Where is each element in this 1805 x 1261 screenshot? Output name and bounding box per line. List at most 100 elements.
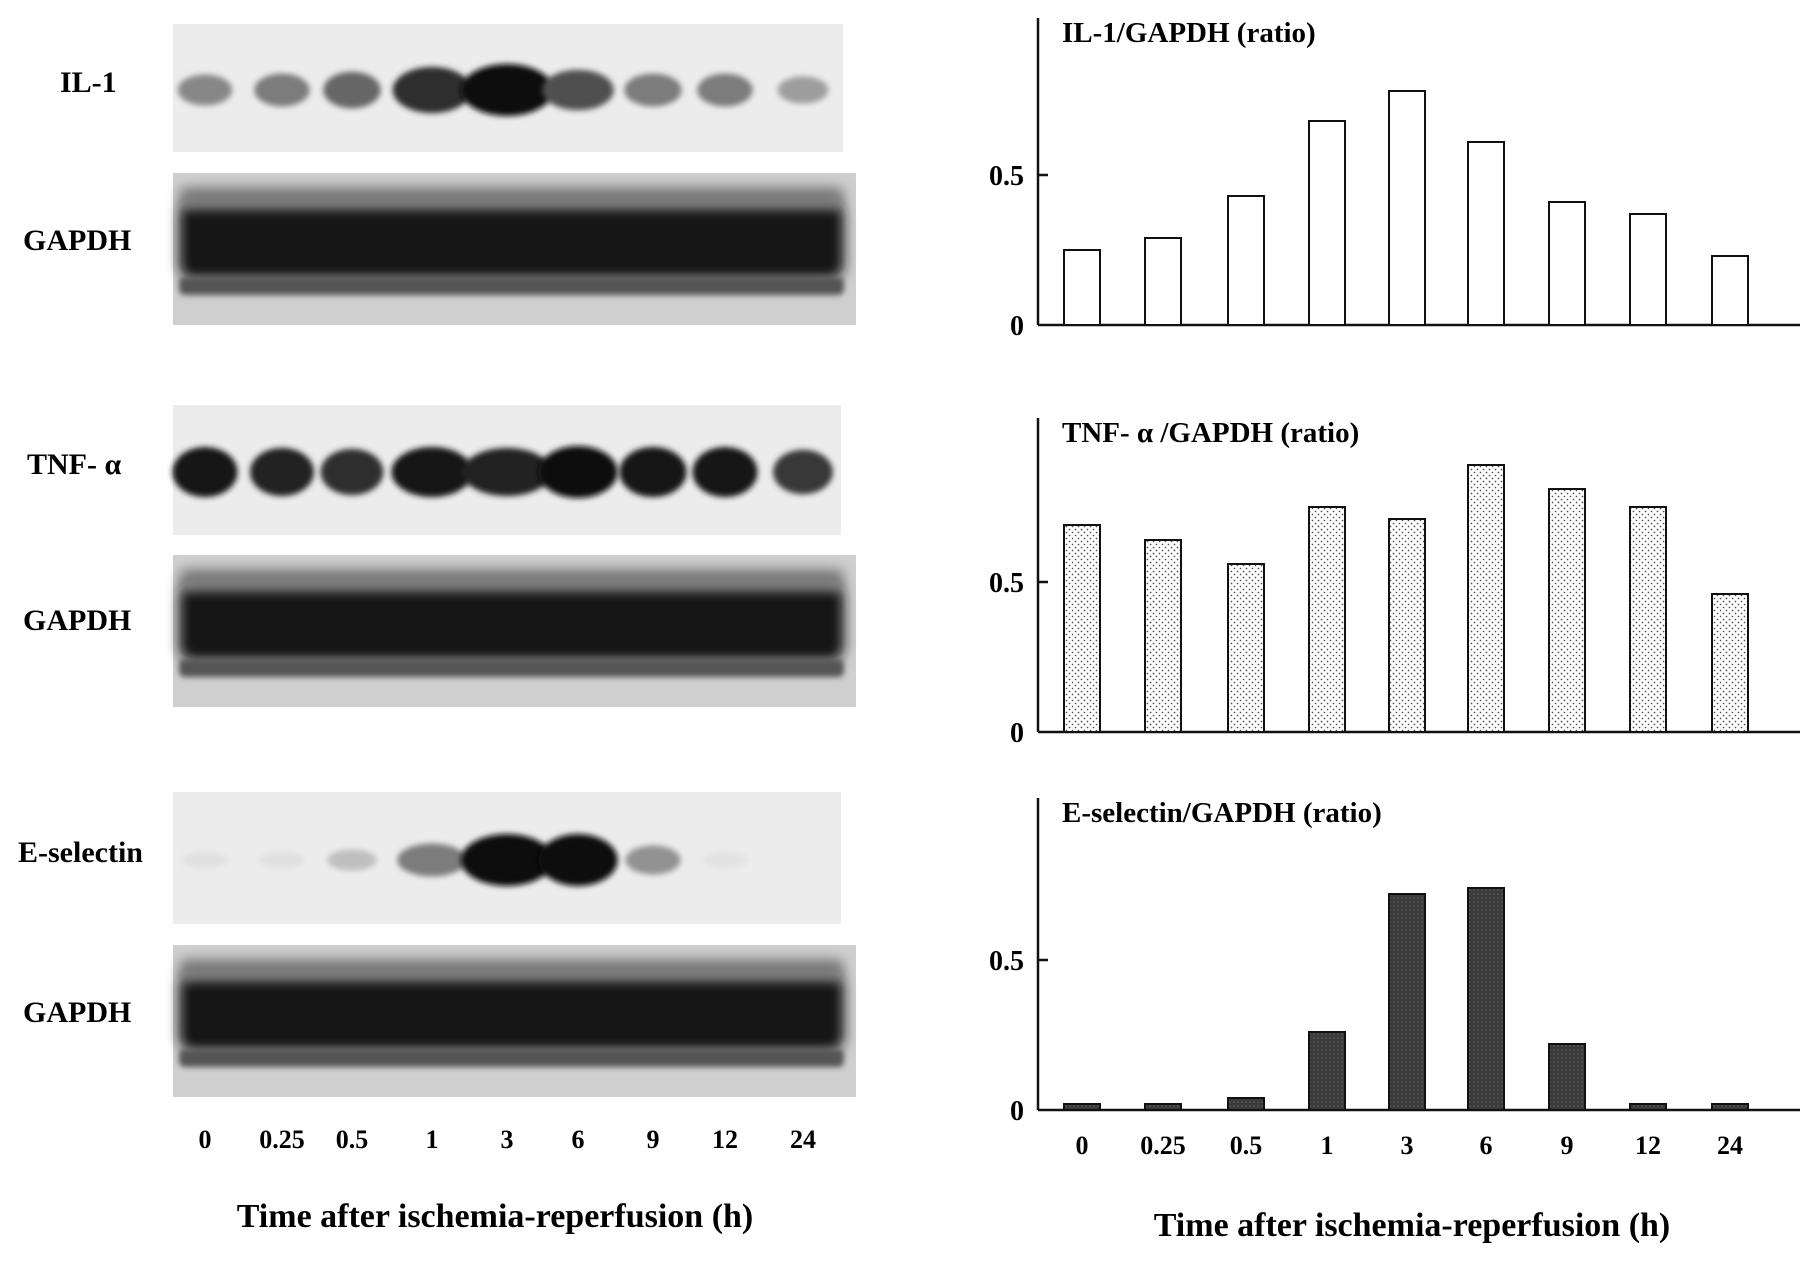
x-tick-label: 12 (1635, 1131, 1661, 1160)
left-time-label: 6 (572, 1125, 585, 1154)
gapdh-band-upper (179, 187, 844, 209)
left-time-label: 12 (712, 1125, 738, 1154)
band-2-7 (692, 446, 758, 498)
band-4-1 (258, 852, 306, 868)
band-0-5 (542, 69, 614, 111)
band-4-0 (181, 852, 229, 868)
gapdh-band-lower (179, 1049, 844, 1067)
bar-9 (1548, 488, 1586, 733)
bar-3 (1388, 518, 1426, 733)
x-tick-label: 24 (1717, 1131, 1743, 1160)
chart-2: E-selectin/GAPDH (ratio) 0 0.5 0 0.25 0.5 1 3 6 9… (989, 797, 1800, 1160)
band-0-7 (697, 73, 753, 107)
blot-label-1: GAPDH (23, 224, 131, 257)
band-4-2 (327, 849, 377, 871)
bar-12 (1629, 213, 1667, 326)
blot-label-3: GAPDH (23, 604, 131, 637)
band-2-4 (462, 447, 552, 497)
bar-12 (1629, 506, 1667, 733)
left-time-label: 1 (426, 1125, 439, 1154)
bar-0.5 (1227, 1097, 1265, 1111)
left-time-labels: 0 0.25 0.5 1 3 6 9 12 24 (199, 1125, 817, 1154)
blot-label-0: IL-1 (60, 66, 117, 99)
y-tick-label: 0.5 (989, 946, 1024, 977)
x-tick-label: 0.25 (1140, 1131, 1186, 1160)
x-tick-label: 9 (1561, 1131, 1574, 1160)
gapdh-band-upper (179, 959, 844, 981)
blot-0: IL-1 (60, 24, 843, 152)
band-0-8 (777, 76, 829, 104)
band-4-3 (397, 843, 467, 877)
x-tick-label: 1 (1321, 1131, 1334, 1160)
left-panel-blots: IL-1 GAPDH TNF- α GAPDH E-selectin GAPDH 0 0.25… (18, 24, 856, 1154)
chart-title: TNF- α /GAPDH (ratio) (1062, 417, 1359, 449)
gapdh-band-main (179, 201, 844, 279)
band-0-1 (254, 73, 310, 107)
gapdh-band-main (179, 973, 844, 1051)
x-tick-label: 6 (1480, 1131, 1493, 1160)
band-2-8 (773, 449, 833, 495)
bar-24 (1711, 255, 1749, 326)
bar-0.25 (1144, 1103, 1182, 1111)
x-tick-label: 0 (1076, 1131, 1089, 1160)
bar-6 (1467, 887, 1505, 1111)
bar-0.5 (1227, 563, 1265, 733)
x-tick-label: 3 (1401, 1131, 1414, 1160)
left-time-label: 9 (647, 1125, 660, 1154)
band-2-1 (250, 447, 314, 497)
left-time-label: 0.5 (336, 1125, 369, 1154)
left-x-axis-title: Time after ischemia-reperfusion (h) (237, 1198, 754, 1235)
band-2-6 (619, 446, 687, 498)
band-4-7 (702, 852, 748, 868)
blot-2: TNF- α (27, 405, 841, 535)
gapdh-band-main (179, 583, 844, 661)
band-2-5 (538, 446, 618, 498)
band-0-6 (624, 73, 682, 107)
bar-0.5 (1227, 195, 1265, 326)
band-2-2 (320, 448, 384, 496)
blot-label-4: E-selectin (18, 836, 143, 869)
gapdh-band-upper (179, 569, 844, 591)
chart-0: IL-1/GAPDH (ratio) 0 0.5 (989, 17, 1800, 342)
chart-1: TNF- α /GAPDH (ratio) 0 0.5 (989, 417, 1800, 749)
bar-1 (1308, 1031, 1346, 1111)
bar-12 (1629, 1103, 1667, 1111)
chart-title: IL-1/GAPDH (ratio) (1062, 17, 1316, 49)
band-4-5 (538, 834, 618, 886)
y-tick-label: 0.5 (989, 568, 1024, 599)
band-2-0 (172, 446, 238, 498)
bar-1 (1308, 506, 1346, 733)
left-time-label: 0.25 (259, 1125, 305, 1154)
bar-6 (1467, 141, 1505, 326)
bar-0 (1063, 1103, 1101, 1111)
y-tick-label: 0 (1010, 718, 1024, 749)
bar-0 (1063, 249, 1101, 326)
band-4-6 (625, 845, 681, 875)
band-4-4 (460, 834, 554, 886)
bar-1 (1308, 120, 1346, 326)
right-x-axis-title: Time after ischemia-reperfusion (h) (1154, 1207, 1671, 1244)
bar-3 (1388, 90, 1426, 326)
band-2-3 (391, 446, 473, 498)
left-time-label: 3 (501, 1125, 514, 1154)
bar-0.25 (1144, 539, 1182, 733)
blot-label-5: GAPDH (23, 996, 131, 1029)
band-0-2 (323, 71, 381, 109)
bar-9 (1548, 201, 1586, 326)
blot-4: E-selectin (18, 792, 841, 924)
chart-title: E-selectin/GAPDH (ratio) (1062, 797, 1382, 829)
band-0-4 (460, 64, 554, 116)
bar-24 (1711, 593, 1749, 733)
gapdh-band-lower (179, 659, 844, 677)
blot-5: GAPDH (23, 945, 856, 1097)
bar-9 (1548, 1043, 1586, 1111)
blot-1: GAPDH (23, 173, 856, 325)
left-time-label: 24 (790, 1125, 816, 1154)
bar-0 (1063, 524, 1101, 733)
blot-3: GAPDH (23, 555, 856, 707)
bar-6 (1467, 464, 1505, 733)
bar-3 (1388, 893, 1426, 1111)
band-0-0 (177, 74, 233, 106)
